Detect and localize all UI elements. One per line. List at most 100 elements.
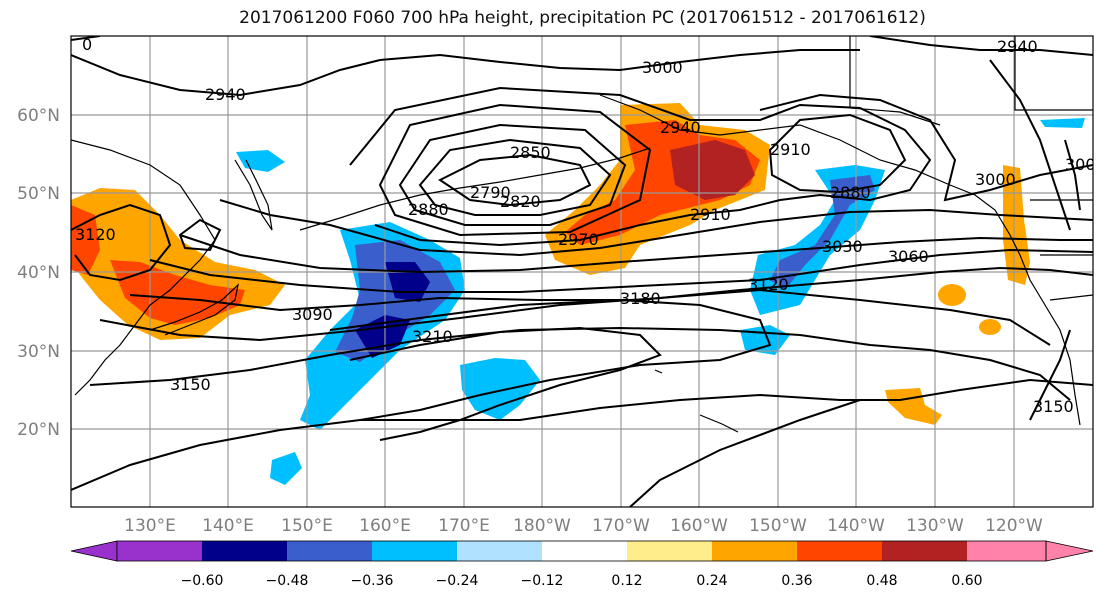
precip-positive-asia-west: [71, 205, 100, 275]
gridlines: [71, 36, 1093, 507]
contour-label: 3030: [822, 237, 863, 256]
precip-positive-asia-red: [110, 260, 245, 325]
colorbar: [70, 540, 1094, 562]
contour-label: 3000: [1065, 155, 1105, 174]
contour-3150: [89, 326, 1071, 401]
precip-positive-spot: [979, 319, 1001, 335]
contour-3000-coast: [1064, 139, 1081, 211]
lon-label: 130°E: [124, 516, 176, 536]
lon-label: 160°E: [359, 516, 411, 536]
border-canada: [849, 36, 941, 126]
map-frame: [70, 35, 1094, 508]
contour-label: 3000: [975, 170, 1016, 189]
colorbar-bin: [627, 541, 712, 561]
contour-label: 3000: [642, 58, 683, 77]
contour-label: 3150: [170, 375, 211, 394]
colorbar-extend-left: [70, 540, 118, 562]
colorbar-bin: [457, 541, 542, 561]
colorbar-tick-label: −0.60: [181, 573, 224, 589]
colorbar-frame: [116, 540, 1047, 562]
colorbar-tick-label: −0.36: [351, 573, 394, 589]
lat-label: 30°N: [17, 342, 60, 362]
precip-positive-spot: [938, 284, 966, 306]
precip-negative-east-top: [1040, 118, 1085, 128]
longitude-labels: 130°E 140°E 150°E 160°E 170°E 180°W 170°…: [124, 516, 1043, 536]
lat-label: 40°N: [17, 263, 60, 283]
contour-label: 3120: [75, 225, 116, 244]
contour-2940-east: [759, 93, 1093, 202]
colorbar-bin: [712, 541, 797, 561]
height-contours: [71, 36, 1093, 507]
precip-negative-blob: [460, 358, 540, 420]
border-us: [1014, 36, 1093, 111]
lon-label: 170°W: [592, 516, 650, 536]
contour-label: 3150: [1033, 397, 1074, 416]
colorbar-tick-label: 0.12: [611, 573, 642, 589]
colorbar-extend-right: [1045, 540, 1094, 562]
colorbar-bin: [117, 541, 202, 561]
colorbar-bin: [967, 541, 1046, 561]
contour-3180-loop: [329, 298, 772, 421]
contour-low-2880: [378, 103, 652, 237]
contour-label: 2940: [997, 37, 1038, 56]
colorbar-bin: [882, 541, 967, 561]
contour-label: 2910: [770, 140, 811, 159]
coast-kamchatka: [234, 159, 273, 231]
coast-asia: [71, 139, 216, 396]
lon-label: 180°W: [513, 516, 571, 536]
latitude-labels: 60°N 50°N 40°N 30°N 20°N: [17, 106, 60, 440]
contour-3000-east: [989, 59, 1071, 231]
contour-low-2850: [398, 123, 627, 226]
colorbar-tick-label: 0.60: [951, 573, 982, 589]
contour-label: 2880: [408, 200, 449, 219]
contour-label: 2940: [660, 118, 701, 137]
contour-labels: 2940 3000 2850 2790 2820 2880 2970 2940 …: [75, 35, 1105, 416]
contour-label: 3120: [748, 275, 789, 294]
lat-label: 60°N: [17, 106, 60, 126]
lon-label: 150°W: [749, 516, 807, 536]
colorbar-tick-label: 0.36: [781, 573, 812, 589]
contour-2910-west: [349, 86, 932, 247]
contour-3060: [149, 248, 1093, 293]
contour-2940-north: [71, 54, 381, 97]
contour-label: 2790: [470, 183, 511, 202]
contour-3030: [179, 234, 1093, 274]
contour-3120-loop: [71, 203, 172, 282]
lat-label: 20°N: [17, 420, 60, 440]
contour-label: 3090: [292, 305, 333, 324]
colorbar-tick-label: −0.24: [436, 573, 479, 589]
colorbar-bin: [797, 541, 882, 561]
page-title: 2017061200 F060 700 hPa height, precipit…: [239, 8, 926, 28]
contour-3150-coast: [1029, 329, 1071, 421]
contour-low-inner: [438, 153, 592, 207]
colorbar-tick-label: −0.12: [521, 573, 564, 589]
lon-label: 150°E: [281, 516, 333, 536]
precip-negative-siberia: [236, 150, 285, 172]
precip-positive-coast-strip: [1003, 165, 1030, 285]
colorbar-tick-label: 0.48: [866, 573, 897, 589]
lon-label: 170°E: [438, 516, 490, 536]
colorbar-bin: [372, 541, 457, 561]
contour-label: 3180: [620, 289, 661, 308]
contour-2880-east: [768, 113, 907, 194]
contour-3000-north: [379, 49, 860, 72]
contour-small-loop: [178, 218, 222, 252]
precip-positive-spot: [885, 388, 942, 425]
contour-label: 0: [82, 35, 92, 54]
lon-label: 120°W: [985, 516, 1043, 536]
colorbar-bin: [287, 541, 372, 561]
coast-hawaii2: [699, 414, 739, 433]
lon-label: 160°W: [670, 516, 728, 536]
contour-3150-south: [71, 378, 1093, 491]
colorbar-ticks: −0.60 −0.48 −0.36 −0.24 −0.12 0.12 0.24 …: [181, 573, 983, 589]
contour-label: 2970: [558, 230, 599, 249]
contour-label: 2880: [830, 183, 871, 202]
colorbar-bin: [202, 541, 287, 561]
coast-japan: [149, 283, 239, 336]
coastlines: [71, 36, 1093, 433]
contour-3210: [349, 326, 662, 441]
contour-3150-se: [629, 399, 861, 507]
contour-label: 3210: [412, 327, 453, 346]
lon-label: 130°W: [906, 516, 964, 536]
